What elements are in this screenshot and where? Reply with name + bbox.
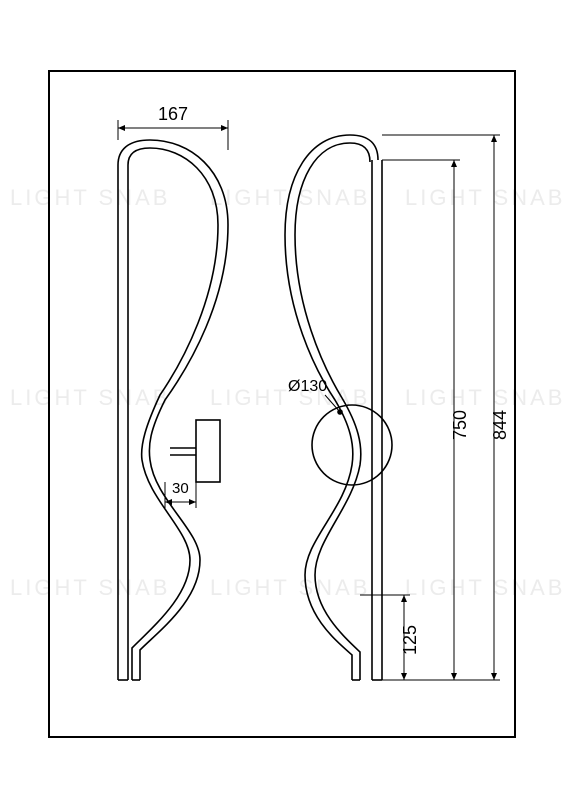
dim-label-bracket-depth: 30 bbox=[172, 480, 189, 497]
page: LIGHT SNAB LIGHT SNAB LIGHT SNAB LIGHT S… bbox=[0, 0, 565, 800]
left-side-view bbox=[118, 140, 228, 680]
dim-label-overall-height: 844 bbox=[490, 410, 511, 440]
right-front-view bbox=[285, 135, 392, 680]
dim-right-extents bbox=[360, 135, 500, 680]
dim-label-inner-height: 750 bbox=[450, 410, 471, 440]
dim-label-mount-diameter: Ø130 bbox=[288, 378, 327, 396]
dim-label-bottom-offset: 125 bbox=[400, 625, 421, 655]
technical-drawing bbox=[0, 0, 565, 800]
dim-label-top-width: 167 bbox=[158, 104, 188, 125]
